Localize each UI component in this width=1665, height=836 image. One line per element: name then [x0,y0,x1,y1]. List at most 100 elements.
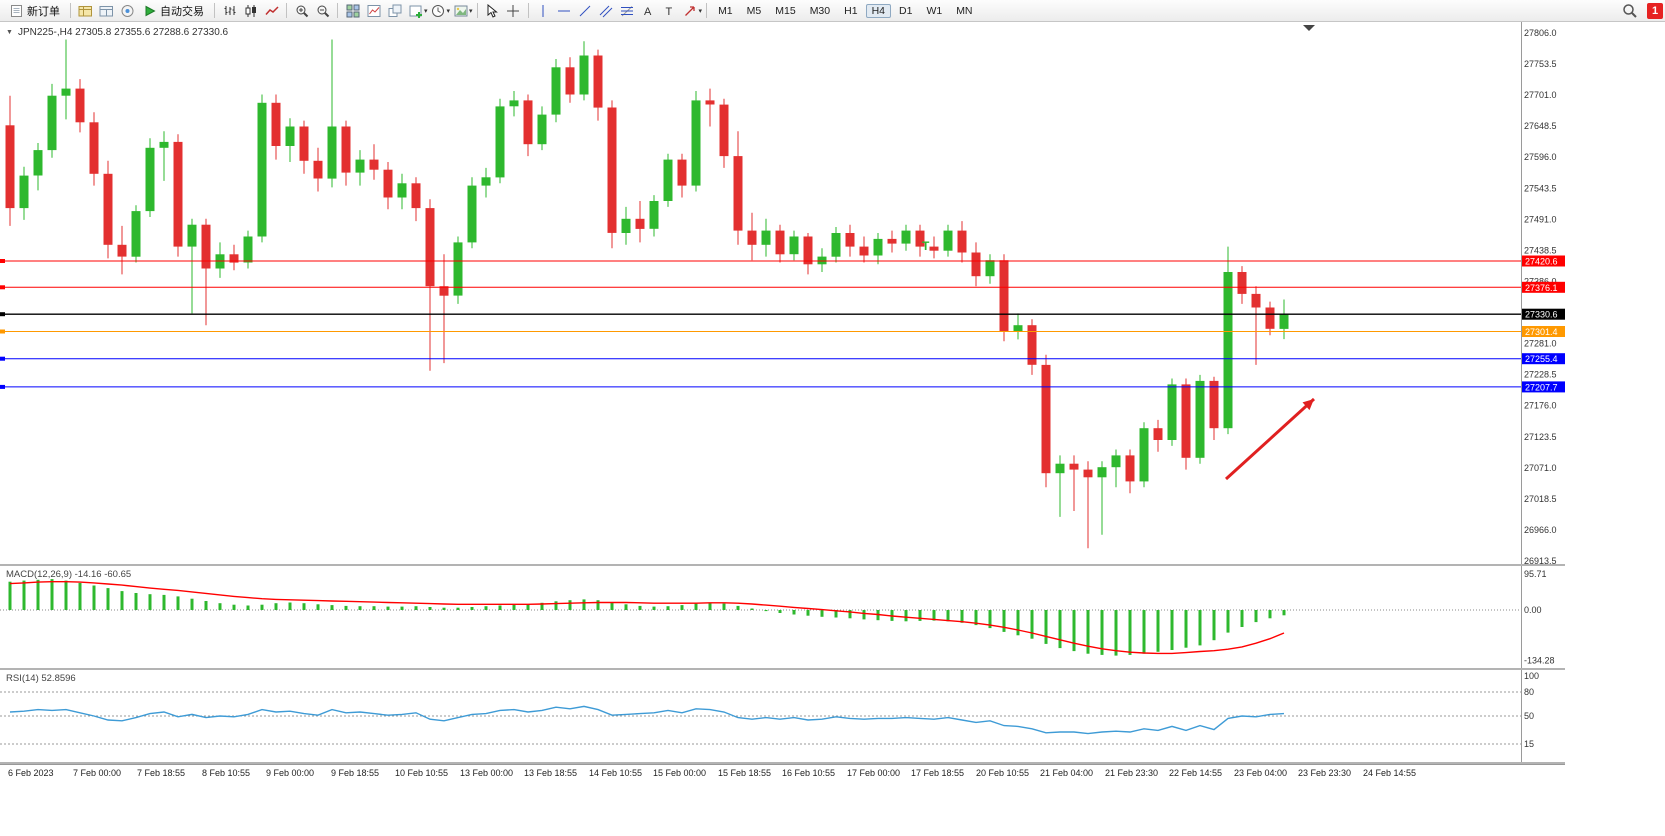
time-label: 17 Feb 18:55 [911,768,965,778]
candle [33,150,43,176]
candle [733,156,743,231]
dropdown-caret-icon[interactable]: ▾ [424,7,428,15]
zoom-out-icon[interactable] [312,2,333,20]
timeframe-m1-button[interactable]: M1 [718,4,733,17]
candle [565,67,575,95]
trend-arrow-annotation[interactable] [1224,397,1316,481]
candle [1027,325,1037,365]
candle [915,230,925,247]
time-label: 14 Feb 10:55 [589,768,643,778]
candle [929,246,939,251]
time-label: 8 Feb 10:55 [202,768,251,778]
timeframe-d1-button[interactable]: D1 [899,4,913,17]
candle [747,230,757,245]
text-tool-icon[interactable]: A [638,2,659,20]
candle [719,104,729,157]
svg-text:27228.5: 27228.5 [1524,370,1557,380]
candle [453,242,463,296]
time-axis[interactable]: 6 Feb 2023 7 Feb 00:00 7 Feb 18:55 8 Feb 10… [0,764,1565,785]
candle [803,236,813,265]
rsi-canvas[interactable]: 100 80 50 15 [0,670,1565,762]
candle [117,244,127,257]
svg-text:27753.5: 27753.5 [1524,59,1557,69]
line-chart-icon[interactable] [261,2,282,20]
timeframe-m15-button[interactable]: M15 [775,4,796,17]
fibonacci-tool-icon[interactable] [617,2,638,20]
candle [1111,455,1121,468]
panel-separator[interactable] [0,564,1565,566]
price-tag-text: 27301.4 [1525,327,1558,337]
candle [831,233,841,257]
toolbar: 新订单 自动交易 ▾ ▾ ▾ A T ▾ M1 M5 M15 M30 H1 H4… [0,0,1665,22]
label-tool-icon[interactable]: T [659,2,680,20]
price-chart-canvas[interactable]: 27806.0 27753.5 27701.0 27648.5 27596.0 27543… [0,22,1565,564]
time-label: 21 Feb 23:30 [1105,768,1159,778]
macd-panel: 95.71 0.00 -134.28 MACD(12,26,9) -14.16 -6… [0,566,1565,668]
bar-chart-icon[interactable] [219,2,240,20]
timeframe-h1-button[interactable]: H1 [844,4,858,17]
price-tag-27330.6 [1522,308,1565,320]
dropdown-caret-icon[interactable]: ▾ [469,7,473,15]
candlestick-chart-icon[interactable] [240,2,261,20]
chart-shift-marker-icon[interactable] [1303,25,1315,31]
candle [607,107,617,233]
channel-tool-icon[interactable] [596,2,617,20]
panel-separator[interactable] [0,668,1565,670]
arrows-tool-icon[interactable] [680,2,701,20]
timeframe-h4-button[interactable]: H4 [865,3,891,18]
auto-trading-label: 自动交易 [160,5,204,18]
candle [943,230,953,251]
notification-badge[interactable]: 1 [1647,2,1663,19]
dropdown-caret-icon[interactable]: ▾ [698,7,703,15]
new-order-button[interactable]: 新订单 [4,2,66,20]
auto-trading-button[interactable]: 自动交易 [138,2,210,20]
time-label: 23 Feb 04:00 [1234,768,1288,778]
cursor-icon[interactable] [482,2,503,20]
candle [313,160,323,179]
time-label: 10 Feb 10:55 [395,768,449,778]
search-icon[interactable] [1619,2,1640,20]
horizontal-line-tool-icon[interactable] [554,2,575,20]
t-text-annotation[interactable]: T [922,239,930,253]
chart-header: ▼ JPN225-,H4 27305.8 27355.6 27288.6 273… [6,27,228,38]
candle [145,147,155,212]
candle [593,55,603,108]
panel-separator[interactable] [0,762,1565,764]
candle [621,218,631,233]
candle [971,252,981,277]
macd-scale-label: 95.71 [1524,569,1547,579]
candle [229,254,239,263]
hline-anchor [0,384,5,389]
zoom-in-icon[interactable] [291,2,312,20]
cascade-windows-icon[interactable] [384,2,405,20]
indicators-window-icon[interactable] [363,2,384,20]
trendline-tool-icon[interactable] [575,2,596,20]
collapse-triangle-icon[interactable]: ▼ [6,29,13,36]
candle [1013,325,1023,332]
chart-snapshot-icon[interactable] [450,2,471,20]
timeframe-m30-button[interactable]: M30 [809,4,831,17]
macd-canvas[interactable]: 95.71 0.00 -134.28 [0,566,1565,668]
candle [369,159,379,170]
macd-scale-label: 0.00 [1524,605,1542,615]
price-axis[interactable]: 27806.0 27753.5 27701.0 27648.5 27596.0 27543… [1524,28,1557,564]
svg-text:27543.5: 27543.5 [1524,183,1557,193]
time-label: 22 Feb 14:55 [1169,768,1223,778]
crosshair-icon[interactable] [503,2,524,20]
timeframe-m5-button[interactable]: M5 [746,4,762,17]
timeframe-mn-button[interactable]: MN [956,4,973,17]
vertical-line-tool-icon[interactable] [533,2,554,20]
data-window-icon[interactable] [96,2,117,20]
tile-windows-icon[interactable] [342,2,363,20]
toolbar-separator [476,3,478,18]
timeframe-w1-button[interactable]: W1 [926,4,943,17]
add-indicator-icon[interactable] [405,2,426,20]
dropdown-caret-icon[interactable]: ▾ [446,7,451,15]
new-order-icon [11,4,22,17]
candle [957,230,967,253]
navigator-icon[interactable] [117,2,138,20]
period-clock-icon[interactable] [428,2,449,20]
time-label: 16 Feb 10:55 [782,768,836,778]
candle [649,201,659,229]
market-watch-icon[interactable] [75,2,96,20]
